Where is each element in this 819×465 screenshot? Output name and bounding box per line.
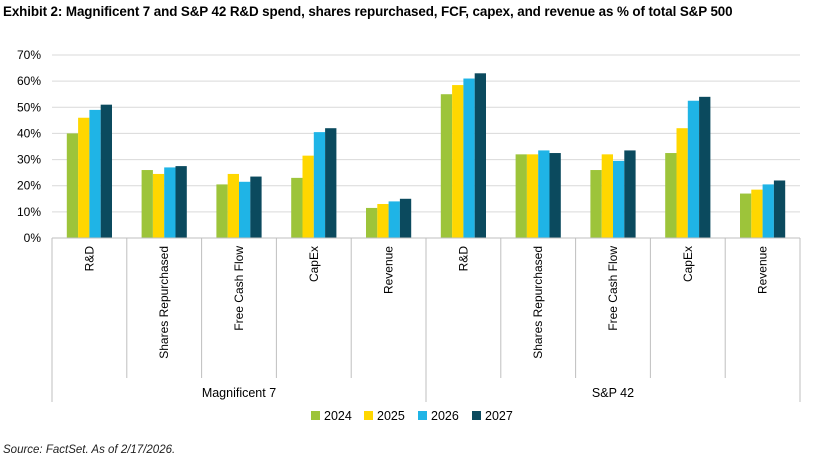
bar (141, 170, 153, 238)
legend: 2024 2025 2026 2027 (311, 409, 513, 423)
bar (613, 160, 625, 238)
bar (366, 207, 378, 238)
group-label: S&P 42 (592, 386, 634, 400)
legend-swatch (364, 411, 373, 420)
legend-label: 2024 (324, 409, 352, 423)
y-axis: 0% 10% 20% 30% 40% 50% 60% 70% (17, 48, 41, 245)
category-label: Revenue (756, 246, 770, 294)
bar (474, 73, 486, 238)
bar (100, 104, 112, 239)
category-label: CapEx (307, 246, 321, 282)
category-label: R&D (82, 246, 96, 272)
bar (624, 150, 636, 238)
legend-label: 2025 (377, 409, 405, 423)
bar (89, 109, 101, 239)
y-tick-label: 10% (17, 205, 41, 219)
bar (239, 181, 251, 238)
group-label: Magnificent 7 (202, 386, 276, 400)
y-tick-label: 30% (17, 153, 41, 167)
bar (399, 198, 412, 238)
bar (175, 166, 187, 238)
bar (302, 155, 314, 238)
chart-title: Exhibit 2: Magnificent 7 and S&P 42 R&D … (3, 4, 733, 19)
bar (250, 176, 262, 238)
bar (463, 78, 475, 239)
bar (699, 96, 711, 238)
legend-swatch (418, 411, 427, 420)
bar (526, 154, 539, 238)
legend-swatch (311, 411, 320, 420)
bar (388, 201, 400, 238)
category-label: R&D (456, 246, 470, 272)
category-label: Shares Repurchased (157, 246, 171, 359)
bar (590, 170, 602, 238)
source-note: Source: FactSet. As of 2/17/2026. (3, 444, 176, 456)
category-label: Revenue (382, 246, 396, 294)
bar (601, 154, 613, 238)
bar (751, 189, 763, 238)
y-tick-label: 40% (17, 126, 41, 140)
bar (227, 173, 239, 238)
y-tick-label: 20% (17, 179, 41, 193)
legend-label: 2027 (485, 409, 513, 423)
bar (291, 177, 303, 238)
bar (440, 94, 453, 238)
bar (78, 117, 90, 238)
bar (687, 100, 700, 238)
bar (676, 128, 688, 238)
y-tick-label: 60% (17, 74, 41, 88)
bar-chart: 0% 10% 20% 30% 40% 50% 60% 70% R&D Shares Repurc… (17, 48, 801, 423)
bars (66, 73, 786, 239)
bar (313, 132, 326, 238)
category-label: Free Cash Flow (232, 246, 246, 331)
bar (515, 154, 527, 238)
legend-label: 2026 (431, 409, 459, 423)
bar (549, 153, 561, 238)
category-label: CapEx (681, 246, 695, 282)
bar (452, 85, 464, 238)
bar (773, 180, 786, 238)
y-tick-label: 0% (24, 231, 42, 245)
bar (377, 204, 389, 238)
x-axis: R&D Shares Repurchased Free Cash Flow CapEx… (51, 237, 801, 402)
bar (66, 133, 79, 238)
legend-swatch (472, 411, 481, 420)
y-tick-label: 70% (17, 48, 41, 62)
bar (762, 184, 774, 238)
category-label: Shares Repurchased (531, 246, 545, 359)
bar (538, 150, 550, 238)
bar (216, 184, 228, 238)
bar (665, 153, 677, 238)
bar (164, 167, 176, 238)
category-label: Free Cash Flow (606, 246, 620, 331)
bar (152, 173, 165, 238)
bar (740, 193, 752, 238)
y-tick-label: 50% (17, 100, 41, 114)
bar (325, 128, 337, 238)
